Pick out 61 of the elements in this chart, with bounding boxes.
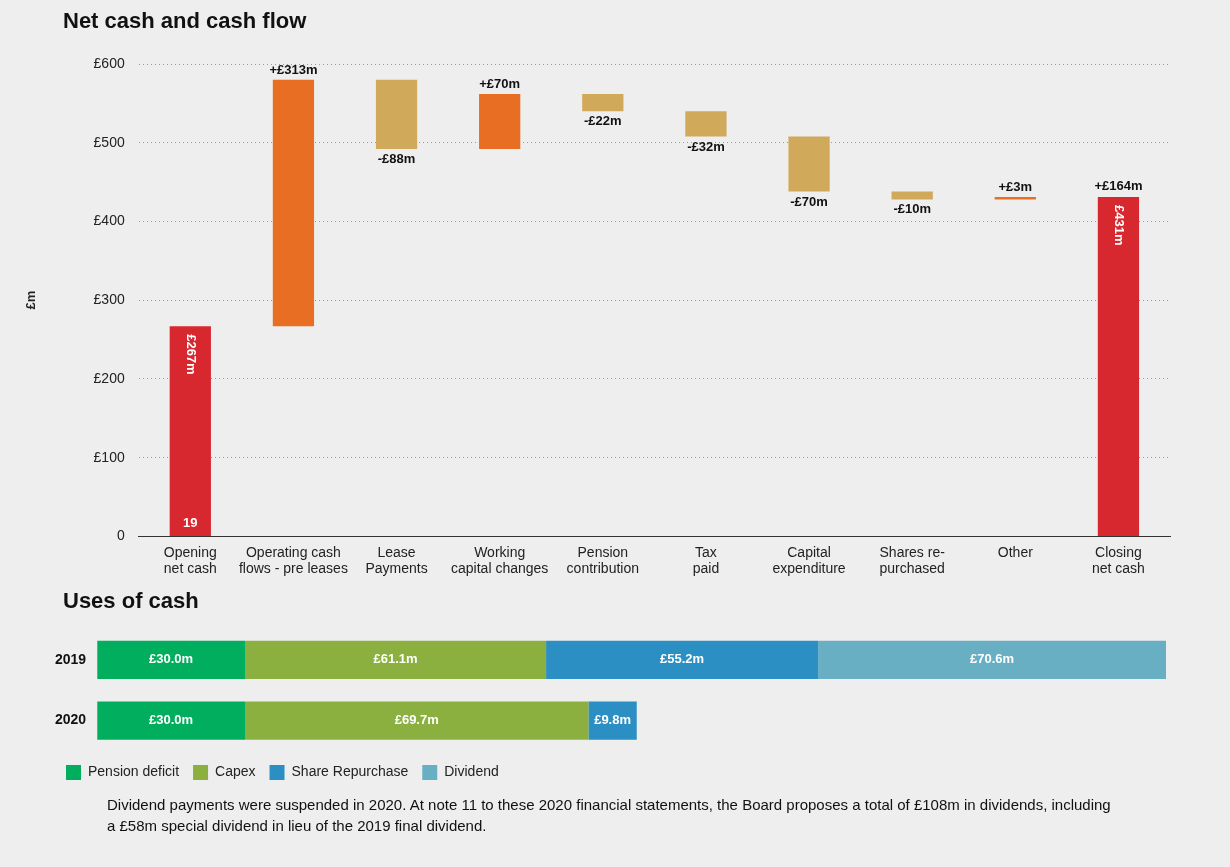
annotation: 19 bbox=[183, 515, 198, 531]
data-label: +£3m bbox=[998, 179, 1033, 195]
legend-label: Dividend bbox=[444, 763, 499, 780]
data-label: -£88m bbox=[377, 151, 416, 167]
bar bbox=[169, 326, 211, 536]
data-label: £69.7m bbox=[394, 712, 439, 728]
x-tick-label: Opening net cash bbox=[163, 543, 217, 577]
bar bbox=[479, 93, 521, 150]
x-tick-label: Other bbox=[997, 543, 1034, 560]
legend-label: Share Repurchase bbox=[291, 763, 409, 780]
legend-label: Pension deficit bbox=[88, 763, 180, 780]
data-label: £70.6m bbox=[970, 651, 1015, 667]
y-tick-label: £500 bbox=[93, 133, 125, 150]
y-tick-label: 2020 bbox=[54, 711, 87, 728]
data-label: -£32m bbox=[687, 138, 725, 154]
bar bbox=[685, 111, 727, 137]
y-tick-label: £100 bbox=[93, 448, 125, 465]
bar bbox=[546, 640, 819, 679]
legend-label: Capex bbox=[215, 763, 256, 780]
data-label: +£70m bbox=[479, 76, 521, 91]
bar bbox=[1097, 197, 1140, 536]
bar bbox=[375, 79, 418, 150]
y-tick-label: 0 bbox=[116, 527, 125, 544]
data-label: £9.8m bbox=[594, 712, 632, 728]
data-label: +£313m bbox=[269, 61, 318, 77]
data-label: £30.0m bbox=[149, 651, 194, 667]
y-tick-label: £300 bbox=[93, 291, 125, 308]
bar bbox=[244, 701, 589, 740]
data-label: £61.1m bbox=[373, 651, 418, 667]
x-tick-label: Shares re-purchased bbox=[879, 543, 946, 577]
x-tick-label: Working capital changes bbox=[451, 543, 549, 577]
data-label: -£70m bbox=[790, 193, 828, 209]
chart-title: Uses of cash bbox=[63, 588, 200, 615]
y-axis-title: £m bbox=[23, 290, 39, 310]
bar bbox=[588, 701, 637, 740]
bar bbox=[788, 136, 830, 192]
x-tick-label: Operating cash flows - pre leases bbox=[238, 543, 348, 577]
x-tick-label: Capital expenditure bbox=[772, 543, 846, 577]
bar bbox=[244, 640, 547, 679]
y-tick-label: £200 bbox=[93, 369, 125, 386]
y-tick-label: 2019 bbox=[54, 650, 87, 667]
data-label: £267m bbox=[183, 334, 199, 375]
annotation: +£164m bbox=[1094, 178, 1143, 194]
y-tick-label: £400 bbox=[93, 212, 125, 229]
data-label: -£10m bbox=[893, 201, 931, 217]
data-label: £55.2m bbox=[660, 651, 705, 667]
x-tick-label: Closing net cash bbox=[1091, 543, 1145, 577]
bar bbox=[97, 701, 245, 740]
x-tick-label: Lease Payments bbox=[365, 543, 428, 577]
text: Dividend payments were suspended in 2020. At note 11 to these 2020 financial statements, the Board proposes a total of £108m in dividends, including a £58m special dividend in lieu of the 2019 final dividend. bbox=[107, 795, 1112, 836]
chart-title: Net cash and cash flow bbox=[63, 8, 308, 35]
data-label: -£22m bbox=[584, 113, 622, 129]
data-label: £30.0m bbox=[149, 712, 194, 728]
data-label: £431m bbox=[1111, 205, 1127, 246]
bar bbox=[272, 79, 315, 327]
bar bbox=[582, 93, 624, 112]
y-tick-label: £600 bbox=[93, 54, 125, 71]
x-tick-label: Pension contribution bbox=[566, 543, 639, 577]
bar bbox=[818, 640, 1166, 679]
bar bbox=[97, 640, 245, 679]
x-tick-label: Tax paid bbox=[692, 543, 720, 577]
